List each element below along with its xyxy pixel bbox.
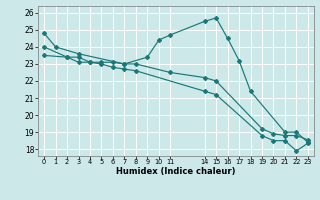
X-axis label: Humidex (Indice chaleur): Humidex (Indice chaleur) [116, 167, 236, 176]
